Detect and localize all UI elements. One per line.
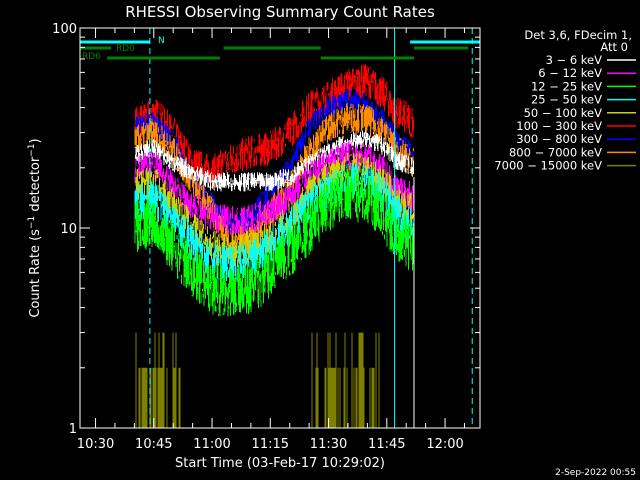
- y-tick-layer: 1 10 100: [52, 22, 480, 437]
- chart-title: RHESSI Observing Summary Count Rates: [125, 3, 435, 21]
- x-tick-layer: 10:30 10:45 11:00 11:15 11:30 11:45 12:00: [77, 28, 465, 452]
- flag-label-rd6: RD6: [82, 52, 101, 62]
- flag-label-n: N: [158, 36, 165, 46]
- footer-date: 2-Sep-2022 00:55: [555, 468, 636, 478]
- legend-header-line-2: Att 0: [600, 40, 628, 54]
- legend-label-300-800-kev: 300 − 800 keV: [516, 132, 602, 146]
- legend-label-100-300-kev: 100 − 300 keV: [516, 119, 602, 133]
- data-layer: [134, 63, 415, 428]
- series-7000-15000-kev-burst-1: [135, 332, 181, 428]
- legend-label-25-50-kev: 25 − 50 keV: [531, 93, 602, 107]
- x-tick-label-11-15: 11:15: [252, 437, 289, 452]
- y-tick-label-100: 100: [52, 22, 77, 37]
- series-3-6-kev: [134, 129, 414, 192]
- flag-layer: N RD0 RD6: [79, 28, 480, 428]
- y-tick-label-1: 1: [69, 422, 77, 437]
- x-axis-label: Start Time (03-Feb-17 10:29:02): [175, 456, 385, 471]
- legend-label-50-100-kev: 50 − 100 keV: [524, 106, 603, 120]
- series-7000-15000-kev-burst-2: [311, 332, 380, 428]
- x-tick-label-11-30: 11:30: [310, 437, 347, 452]
- x-tick-label-12-00: 12:00: [426, 437, 463, 452]
- y-axis-label-end: ): [28, 138, 43, 143]
- x-tick-label-10-45: 10:45: [135, 437, 172, 452]
- y-axis-label: Count Rate (s−1 detector−1): [27, 138, 43, 317]
- legend-label-6-12-kev: 6 − 12 keV: [538, 66, 602, 80]
- x-tick-label-11-00: 11:00: [193, 437, 230, 452]
- y-axis-label-mid: detector: [28, 156, 43, 216]
- y-tick-label-10: 10: [60, 222, 77, 237]
- legend-label-800-7000-kev: 800 − 7000 keV: [509, 145, 602, 159]
- legend-label-3-6-kev: 3 − 6 keV: [546, 53, 603, 67]
- y-axis-label-main: Count Rate (s: [28, 229, 43, 318]
- y-axis-label-sup2: −1: [27, 143, 37, 156]
- legend-header-line-1: Det 3,6, FDecim 1,: [524, 28, 632, 42]
- legend-label-12-25-kev: 12 − 25 keV: [531, 79, 602, 93]
- y-axis-label-sup1: −1: [27, 216, 37, 229]
- flag-label-rd0: RD0: [116, 44, 135, 54]
- legend-label-7000-15000-kev: 7000 − 15000 keV: [494, 159, 602, 173]
- series-12-25-kev: [134, 167, 414, 317]
- x-tick-label-11-45: 11:45: [368, 437, 405, 452]
- x-tick-label-10-30: 10:30: [77, 437, 114, 452]
